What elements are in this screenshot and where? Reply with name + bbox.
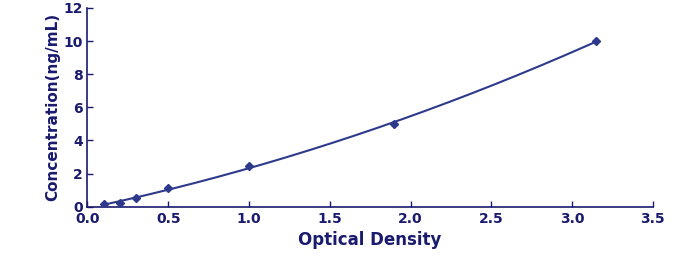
- Y-axis label: Concentration(ng/mL): Concentration(ng/mL): [45, 13, 61, 201]
- X-axis label: Optical Density: Optical Density: [298, 231, 442, 249]
